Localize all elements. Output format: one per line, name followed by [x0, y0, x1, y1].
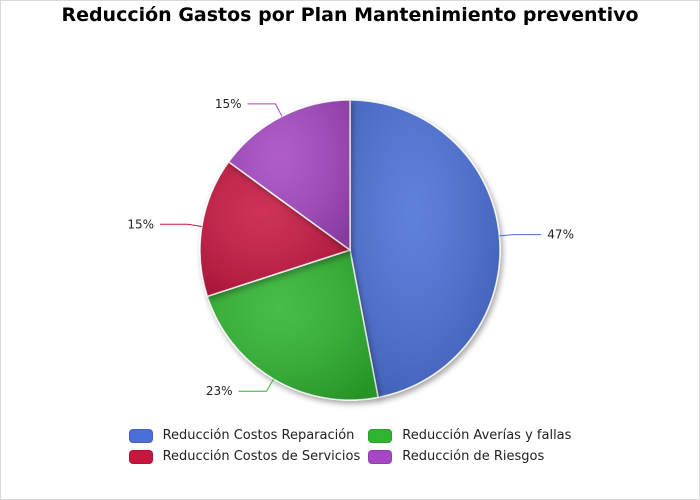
slice-label-3: 15% — [215, 97, 242, 111]
slice-leader-line-0 — [499, 234, 542, 237]
slice-leader-line-3 — [247, 103, 283, 117]
legend-swatch-3 — [368, 449, 393, 464]
legend-item-1[interactable]: Reducción Averías y fallas — [368, 428, 571, 443]
chart-title: Reducción Gastos por Plan Mantenimiento … — [61, 4, 639, 26]
pie-slices — [199, 99, 501, 401]
legend-swatch-1 — [368, 428, 393, 443]
slice-leader-line-1 — [238, 378, 275, 392]
legend-label-2: Reducción Costos de Servicios — [162, 449, 361, 464]
legend-item-3[interactable]: Reducción de Riesgos — [368, 449, 571, 464]
slice-label-0: 47% — [547, 228, 574, 242]
legend-item-0[interactable]: Reducción Costos Reparación — [128, 428, 361, 443]
slice-label-1: 23% — [206, 384, 233, 398]
pie-slice-0[interactable] — [349, 99, 501, 399]
legend-label-3: Reducción de Riesgos — [402, 449, 545, 464]
legend-label-1: Reducción Averías y fallas — [402, 428, 572, 443]
legend-swatch-2 — [128, 449, 153, 464]
legend-swatch-0 — [128, 428, 153, 443]
legend-label-0: Reducción Costos Reparación — [162, 428, 355, 443]
slice-label-2: 15% — [127, 217, 154, 231]
slice-labels: 47% 23% 15% 15% — [127, 97, 574, 398]
legend-item-2[interactable]: Reducción Costos de Servicios — [128, 449, 361, 464]
slice-leader-line-2 — [160, 223, 202, 227]
chart-legend: Reducción Costos Reparación Reducción Ave… — [0, 428, 700, 464]
